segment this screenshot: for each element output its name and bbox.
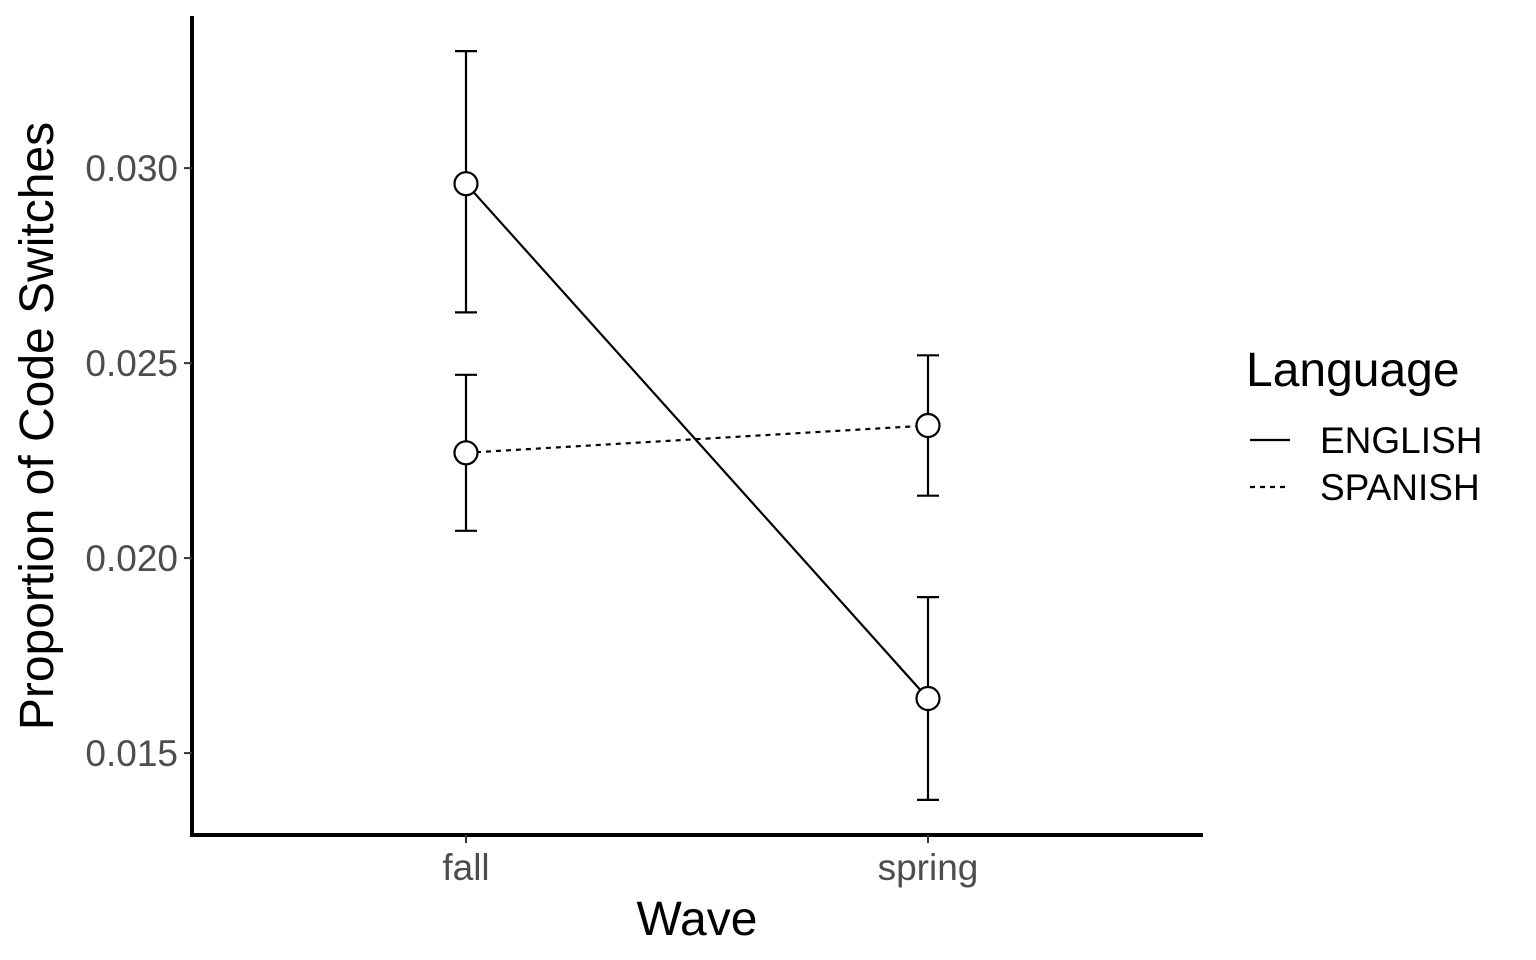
y-axis-title: Proportion of Code Switches [11, 122, 64, 730]
legend-label: ENGLISH [1320, 420, 1482, 461]
data-point [453, 440, 479, 466]
x-tick-label: fall [442, 847, 489, 888]
series-line [465, 182, 929, 700]
series-layer [453, 49, 941, 802]
y-tick-label: 0.015 [85, 733, 178, 774]
series-line [465, 424, 929, 454]
data-point [915, 685, 941, 712]
x-axis-title: Wave [637, 893, 758, 946]
legend-items: ENGLISH SPANISH [1250, 420, 1482, 508]
series-spanish [453, 354, 941, 532]
legend-title: Language [1246, 344, 1460, 397]
data-point [915, 412, 941, 439]
legend: Language ENGLISH SPANISH [1246, 344, 1482, 508]
y-tick-label: 0.025 [85, 343, 178, 384]
y-tick-label: 0.020 [85, 538, 178, 579]
x-ticks: fall spring [442, 835, 978, 888]
legend-label: SPANISH [1320, 467, 1480, 508]
y-tick-label: 0.030 [85, 148, 178, 189]
series-english [453, 49, 941, 802]
data-point [453, 171, 479, 197]
x-tick-label: spring [878, 847, 979, 888]
y-ticks: 0.015 0.020 0.025 0.030 [85, 148, 192, 774]
